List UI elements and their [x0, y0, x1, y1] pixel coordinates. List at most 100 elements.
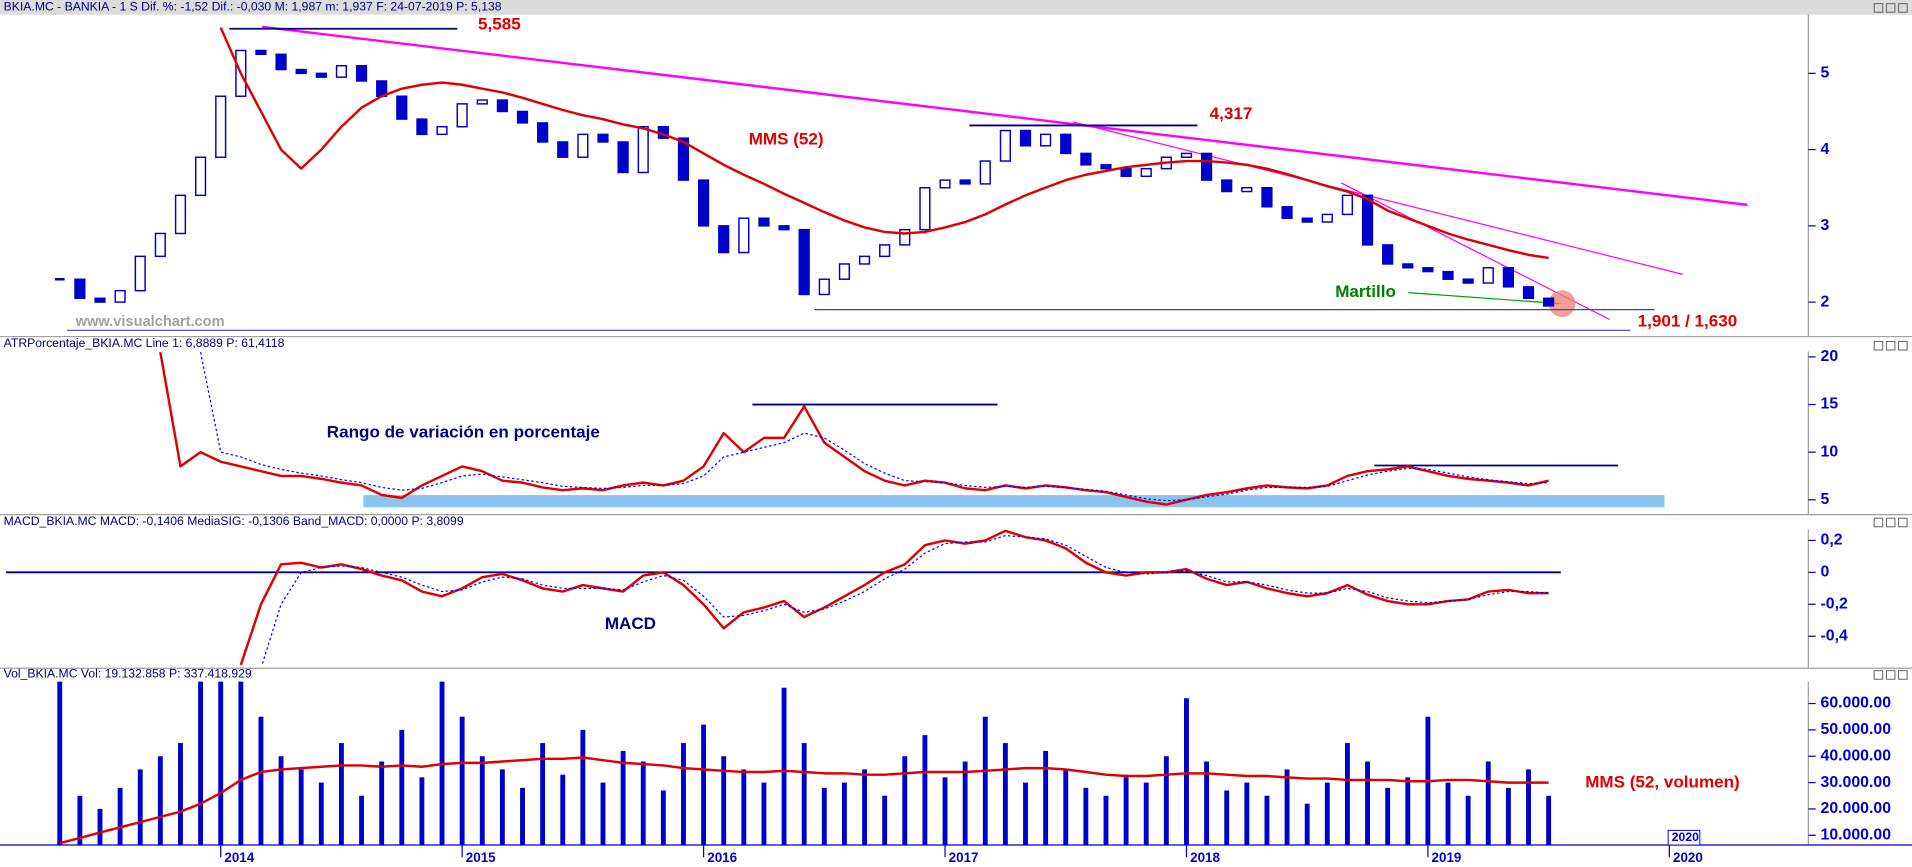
candle [939, 179, 951, 189]
volume-bar [821, 787, 827, 846]
volume-bar [1465, 795, 1471, 846]
candle [758, 217, 770, 227]
volume-bar [198, 681, 204, 846]
volume-bar [1526, 769, 1531, 846]
volume-bar [1143, 782, 1149, 846]
candle [1261, 186, 1273, 208]
candle [577, 133, 589, 158]
volume-bar [1163, 756, 1169, 846]
volume-bar [600, 782, 606, 846]
candle [1462, 278, 1474, 284]
volume-bar [1002, 743, 1008, 846]
volume-bar [1184, 698, 1189, 846]
volume-bar [1344, 743, 1350, 846]
candle [1100, 164, 1112, 170]
volume-bar [781, 687, 787, 846]
volume-bar [962, 761, 968, 846]
y-tick-label: 5 [1821, 491, 1830, 508]
candle [1019, 129, 1032, 147]
plot-area [57, 681, 1552, 846]
volume-bar [359, 795, 364, 846]
volume-bar [178, 743, 183, 846]
volume-bar [459, 716, 465, 846]
candle [1341, 194, 1354, 216]
annotation: Martillo [1335, 282, 1396, 301]
x-tick-label: 2014 [224, 850, 254, 865]
volume-bar [1023, 782, 1028, 846]
candle [798, 228, 810, 296]
candle [1140, 167, 1152, 178]
volume-bar [922, 735, 928, 846]
series-line [219, 27, 1549, 260]
volume-bar [318, 782, 324, 846]
candle [416, 118, 428, 136]
candle [1281, 206, 1293, 219]
volume-bar [620, 750, 626, 846]
volume-bar [982, 716, 988, 846]
volume-bar [520, 787, 525, 846]
candle [1120, 167, 1132, 178]
header-bar [0, 0, 1912, 15]
candle [597, 133, 609, 143]
volume-bar [841, 782, 847, 846]
y-tick-label: 40.000.00 [1821, 747, 1892, 764]
volume-bar [1485, 761, 1491, 846]
cursor-box [1667, 829, 1701, 846]
candle [295, 68, 307, 75]
x-tick-label: 2015 [466, 850, 496, 865]
volume-bar [761, 782, 767, 846]
y-tick-label: 50.000.00 [1821, 721, 1892, 738]
volume-bar [57, 681, 63, 846]
candle [1422, 267, 1434, 273]
volume-bar [640, 761, 646, 846]
volume-bar [721, 756, 727, 846]
trend-lines [262, 25, 1748, 321]
series-line [159, 351, 1549, 506]
volume-bar [419, 777, 425, 846]
candle [1301, 217, 1313, 223]
candle [456, 103, 468, 128]
candle [154, 232, 166, 258]
window-buttons[interactable] [1873, 3, 1908, 680]
candle [436, 125, 448, 136]
level-label: 5,585 [478, 15, 521, 34]
candle [718, 225, 730, 254]
y-tick-label: 20 [1821, 348, 1839, 365]
volume-bar [902, 756, 908, 846]
candle [335, 64, 348, 78]
candle [1180, 152, 1193, 158]
cursor-label: 2020 [1672, 830, 1699, 844]
candle [999, 129, 1011, 162]
volume-bar [137, 769, 143, 846]
y-tick-label: -0,2 [1821, 595, 1848, 612]
candle [255, 49, 267, 56]
panel-header: ATRPorcentaje_BKIA.MC Line 1: 6,8889 P: … [4, 336, 285, 350]
volume-bar [1063, 769, 1069, 846]
volume-bar [862, 769, 867, 846]
volume-bar [1505, 787, 1511, 846]
x-tick-label: 2017 [949, 850, 979, 865]
volume-bar [399, 729, 405, 846]
candle [396, 95, 408, 120]
candle [1482, 267, 1494, 284]
x-tick-label: 2018 [1190, 850, 1220, 865]
range-band [363, 495, 1665, 508]
candle [1040, 133, 1052, 147]
candle [899, 228, 911, 246]
volume-bar [1405, 777, 1411, 846]
volume-bar [1264, 795, 1270, 846]
candle [1221, 179, 1233, 193]
volume-bar [298, 769, 304, 846]
volume-bar [1083, 787, 1089, 846]
volume-bar [97, 808, 103, 846]
candle [1060, 133, 1072, 155]
candle [1321, 213, 1333, 223]
volume-bar [1385, 787, 1391, 846]
volume-bar [1284, 769, 1290, 846]
volume-bar [1204, 761, 1210, 846]
candle [617, 141, 629, 174]
candle [516, 110, 529, 124]
x-tick-label: 2019 [1432, 850, 1462, 865]
y-tick-label: 60.000.00 [1821, 695, 1892, 712]
y-tick-label: 10 [1821, 443, 1839, 460]
